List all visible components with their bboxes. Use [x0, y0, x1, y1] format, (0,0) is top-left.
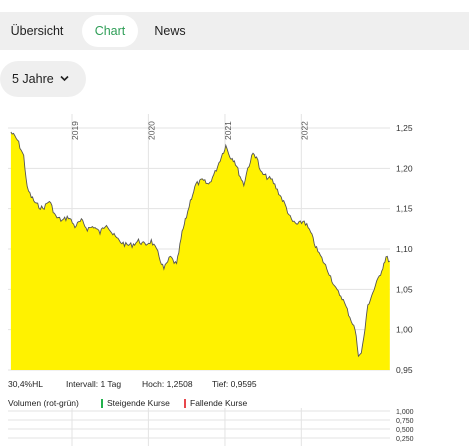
stat-interval: Intervall: 1 Tag [66, 379, 122, 389]
year-label: 2022 [299, 121, 309, 140]
stat-low: Tief: 0,9595 [212, 379, 257, 389]
volume-tick-label: 0,500 [396, 427, 414, 434]
y-tick-label: 1,10 [396, 244, 413, 254]
volume-tick-label: 0,750 [396, 418, 414, 425]
y-axis: 1,25 1,20 1,15 1,10 1,05 1,00 0,95 [396, 123, 413, 375]
tab-chart[interactable]: Chart [82, 15, 138, 47]
volume-tick-label: 1,000 [396, 409, 414, 416]
price-chart-svg: 1,25 1,20 1,15 1,10 1,05 1,00 0,95 2019 2020 202… [8, 114, 413, 375]
y-tick-label: 0,95 [396, 365, 413, 375]
tab-bar: Übersicht Chart News [0, 12, 469, 50]
price-area [10, 132, 390, 370]
tab-uebersicht[interactable]: Übersicht [10, 24, 64, 38]
volume-label: Volumen (rot-grün) [8, 398, 79, 408]
y-tick-label: 1,25 [396, 123, 413, 133]
year-label: 2019 [70, 121, 80, 140]
y-tick-label: 1,00 [396, 325, 413, 335]
tab-news[interactable]: News [154, 24, 186, 38]
year-label: 2020 [146, 121, 156, 140]
price-line [10, 131, 390, 358]
y-tick-label: 1,05 [396, 284, 413, 294]
y-tick-label: 1,20 [396, 163, 413, 173]
y-tick-label: 1,15 [396, 204, 413, 214]
period-select[interactable]: 5 Jahre [0, 61, 86, 97]
period-label: 5 Jahre [12, 72, 54, 86]
price-chart[interactable]: 1,25 1,20 1,15 1,10 1,05 1,00 0,95 2019 2020 202… [0, 110, 469, 380]
falling-legend-label: Fallende Kurse [190, 398, 248, 408]
rising-legend-label: Steigende Kurse [107, 398, 170, 408]
rising-marker [101, 399, 103, 408]
volume-chart: 1,000 0,750 0,500 0,250 [0, 408, 469, 446]
x-axis-years: 2019 2020 2021 2022 [70, 121, 309, 140]
stat-high: Hoch: 1,2508 [142, 379, 193, 389]
volume-tick-label: 0,250 [396, 436, 414, 443]
year-label: 2021 [223, 121, 233, 140]
volume-chart-svg: 1,000 0,750 0,500 0,250 [8, 408, 414, 446]
volume-axis: 1,000 0,750 0,500 0,250 [396, 409, 414, 443]
volume-grid [8, 408, 390, 446]
stat-change: 30,4%HL [8, 379, 43, 389]
falling-marker [184, 399, 186, 408]
chevron-down-icon [60, 61, 69, 97]
